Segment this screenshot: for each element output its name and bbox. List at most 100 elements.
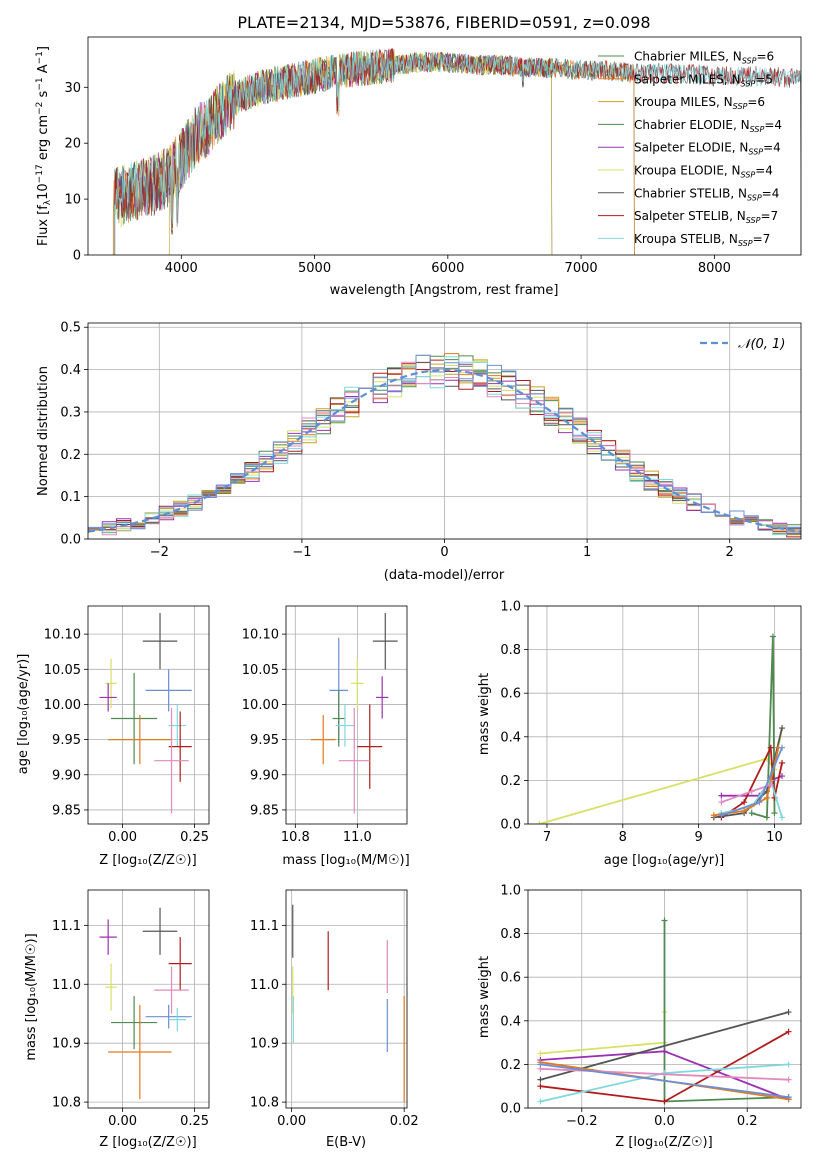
age-vs-Z-xlabel: Z [log₁₀(Z/Z☉)] <box>99 853 196 868</box>
age-vs-mass-ytick-label: 9.95 <box>250 733 279 748</box>
legend-entry: Salpeter ELODIE, NSSP=4 <box>634 141 781 157</box>
residual-legend: 𝒩(0, 1) <box>700 337 785 352</box>
age-vs-mass-xtick-label: 11.0 <box>343 830 372 845</box>
weight-marker <box>741 799 748 806</box>
legend-entry: 𝒩(0, 1) <box>738 337 785 352</box>
mass-vs-Z-xtick-label: 0.00 <box>108 1114 137 1129</box>
weight-vs-Z-frame <box>527 889 802 1109</box>
spectrum-ytick-label: 0 <box>73 249 81 264</box>
mass-vs-Z-ytick-label: 11.1 <box>52 919 81 934</box>
weight-marker <box>661 917 668 924</box>
age-vs-Z-axes: 0.00 0.25 9.85 9.90 9.95 10.00 10.05 10.10 <box>44 605 210 845</box>
residuals-ytick-label: 0.1 <box>60 490 81 505</box>
residual-histogram <box>88 354 801 534</box>
mass-vs-ebv-panel: 0.00 0.02 10.8 10.9 11.0 11.1 E(B-V) <box>250 889 419 1150</box>
mass-vs-Z-plot-area: 0.00 0.25 10.8 10.9 11.0 11.1 <box>52 889 210 1129</box>
weight-vs-Z-ytick-label: 0.0 <box>500 1102 521 1117</box>
weight-marker <box>767 781 774 788</box>
spectrum-plot-area: 4000 5000 6000 7000 8000 0 10 20 30 <box>64 36 802 276</box>
spectrum-xtick-label: 7000 <box>565 261 598 276</box>
residual-plot-area: −2 −1 0 1 2 0.0 0.1 0.2 0.3 0.4 0.5 𝒩(0, 1) <box>60 321 802 560</box>
weight-marker <box>779 759 786 766</box>
mass-vs-Z-frame <box>87 889 210 1109</box>
weight-vs-age-panel: 7 8 9 10 0.0 0.2 0.4 0.6 0.8 1.0 age [log₁₀(age/y… <box>477 600 802 868</box>
spectrum-ytick-label: 30 <box>64 81 81 96</box>
age-vs-mass-ytick-label: 10.10 <box>242 628 279 643</box>
weight-series-line <box>751 636 776 819</box>
mass-vs-ebv-marks <box>292 904 405 1103</box>
mass-vs-Z-xlabel: Z [log₁₀(Z/Z☉)] <box>99 1135 196 1150</box>
spectrum-xtick-label: 5000 <box>298 261 331 276</box>
mass-vs-ebv-xtick-label: 0.02 <box>390 1114 419 1129</box>
mass-vs-ebv-frame <box>285 889 408 1109</box>
age-vs-mass-ytick-label: 10.00 <box>242 698 279 713</box>
mass-vs-ebv-ytick-label: 11.1 <box>250 919 279 934</box>
mass-vs-Z-xtick-label: 0.25 <box>180 1114 209 1129</box>
weight-vs-age-ytick-label: 0.2 <box>500 774 521 789</box>
legend-entry: Salpeter STELIB, NSSP=7 <box>634 209 778 225</box>
weight-marker <box>769 633 776 640</box>
weight-marker <box>779 744 786 751</box>
weight-marker <box>536 821 543 824</box>
residual-ylabel: Normed distribution <box>36 366 51 496</box>
weight-vs-age-xtick-label: 10 <box>766 830 783 845</box>
weight-marker <box>748 788 755 795</box>
legend-entry: Chabrier ELODIE, NSSP=4 <box>634 118 782 134</box>
spectrum-xtick-label: 6000 <box>431 261 464 276</box>
weight-vs-age-ytick-label: 0.6 <box>500 687 521 702</box>
weight-vs-Z-xtick-label: 0.2 <box>737 1114 758 1129</box>
residuals-xtick-label: 1 <box>583 545 591 560</box>
legend-entry: Chabrier MILES, NSSP=6 <box>634 50 774 66</box>
mass-vs-Z-panel: 0.00 0.25 10.8 10.9 11.0 11.1 Z [log₁₀(Z/Z☉)]… <box>24 889 210 1150</box>
weight-marker <box>779 814 786 821</box>
weight-vs-Z-plot-area: −0.2 0.0 0.2 0.0 0.2 0.4 0.6 0.8 1.0 <box>500 884 802 1129</box>
weight-marker <box>741 807 748 814</box>
weight-vs-age-ytick-label: 0.0 <box>500 818 521 833</box>
weight-marker <box>537 1076 544 1083</box>
spectrum-axes: 4000 5000 6000 7000 8000 0 10 20 30 <box>64 36 802 276</box>
age-vs-Z-plot-area: 0.00 0.25 9.85 9.90 9.95 10.00 10.05 10.10 <box>44 605 210 845</box>
residuals-xtick-label: −1 <box>292 545 311 560</box>
residual-xlabel: (data-model)/error <box>384 568 505 583</box>
weight-marker <box>785 1094 792 1101</box>
spectrum-marks <box>112 48 801 255</box>
mass-vs-ebv-ytick-label: 11.0 <box>250 978 279 993</box>
age-vs-mass-grid <box>286 606 407 824</box>
legend-entry: Chabrier STELIB, NSSP=4 <box>634 186 779 202</box>
weight-series-line <box>540 1063 789 1098</box>
residuals-ytick-label: 0.3 <box>60 405 81 420</box>
weight-vs-Z-ytick-label: 0.8 <box>500 927 521 942</box>
legend-entry: Kroupa ELODIE, NSSP=4 <box>634 164 773 180</box>
age-vs-mass-frame <box>285 605 408 825</box>
weight-marker <box>661 1098 668 1105</box>
weight-vs-age-ytick-label: 0.4 <box>500 730 521 745</box>
age-vs-mass-xtick-label: 10.8 <box>281 830 310 845</box>
figure-title: PLATE=2134, MJD=53876, FIBERID=0591, z=0… <box>237 13 650 32</box>
spectrum-series-line <box>114 49 801 255</box>
age-vs-mass-panel: 10.8 11.0 9.85 9.90 9.95 10.00 10.05 10.10 mass… <box>242 605 410 868</box>
mass-vs-Z-marks <box>99 907 192 1100</box>
weight-marker <box>771 810 778 817</box>
spectrum-ytick-label: 10 <box>64 193 81 208</box>
weight-vs-Z-axes: −0.2 0.0 0.2 0.0 0.2 0.4 0.6 0.8 1.0 <box>500 884 802 1129</box>
mass-vs-ebv-xlabel: E(B-V) <box>326 1135 366 1150</box>
weight-vs-Z-xlabel: Z [log₁₀(Z/Z☉)] <box>615 1135 712 1150</box>
weight-marker <box>756 799 763 806</box>
age-vs-mass-ytick-label: 9.90 <box>250 768 279 783</box>
mass-vs-ebv-axes: 0.00 0.02 10.8 10.9 11.0 11.1 <box>250 889 419 1129</box>
legend-entry: Kroupa STELIB, NSSP=7 <box>634 232 770 248</box>
age-vs-Z-ytick-label: 10.10 <box>44 628 81 643</box>
weight-marker <box>785 1009 792 1016</box>
spectrum-xlabel: wavelength [Angstrom, rest frame] <box>330 283 559 298</box>
mass-vs-Z-ytick-label: 11.0 <box>52 978 81 993</box>
weight-vs-Z-marks <box>537 917 792 1105</box>
age-vs-Z-frame <box>87 605 210 825</box>
weight-vs-Z-ytick-label: 0.2 <box>500 1058 521 1073</box>
weight-vs-age-axes: 7 8 9 10 0.0 0.2 0.4 0.6 0.8 1.0 <box>500 600 802 845</box>
age-vs-Z-ylabel: age [log₁₀(age/yr)] <box>16 654 31 775</box>
weight-vs-age-ytick-label: 1.0 <box>500 600 521 615</box>
weight-marker <box>537 1061 544 1068</box>
age-vs-Z-xtick-label: 0.00 <box>108 830 137 845</box>
weight-vs-age-ylabel: mass weight <box>477 673 492 755</box>
